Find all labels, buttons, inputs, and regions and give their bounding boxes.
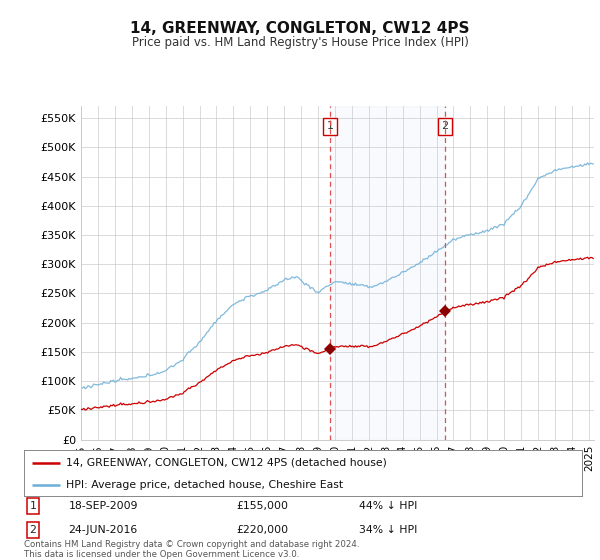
- Text: 44% ↓ HPI: 44% ↓ HPI: [359, 501, 417, 511]
- Text: 18-SEP-2009: 18-SEP-2009: [68, 501, 138, 511]
- Text: 2: 2: [29, 525, 37, 535]
- Text: Contains HM Land Registry data © Crown copyright and database right 2024.
This d: Contains HM Land Registry data © Crown c…: [24, 540, 359, 559]
- Text: 14, GREENWAY, CONGLETON, CW12 4PS (detached house): 14, GREENWAY, CONGLETON, CW12 4PS (detac…: [66, 458, 387, 468]
- Text: 14, GREENWAY, CONGLETON, CW12 4PS: 14, GREENWAY, CONGLETON, CW12 4PS: [130, 21, 470, 36]
- Text: 24-JUN-2016: 24-JUN-2016: [68, 525, 138, 535]
- Text: £220,000: £220,000: [236, 525, 288, 535]
- Text: 1: 1: [327, 122, 334, 132]
- Text: Price paid vs. HM Land Registry's House Price Index (HPI): Price paid vs. HM Land Registry's House …: [131, 36, 469, 49]
- Text: 2: 2: [441, 122, 448, 132]
- Text: 1: 1: [29, 501, 37, 511]
- Text: HPI: Average price, detached house, Cheshire East: HPI: Average price, detached house, Ches…: [66, 480, 343, 491]
- Text: 34% ↓ HPI: 34% ↓ HPI: [359, 525, 417, 535]
- Bar: [330, 106, 445, 440]
- Text: £155,000: £155,000: [236, 501, 288, 511]
